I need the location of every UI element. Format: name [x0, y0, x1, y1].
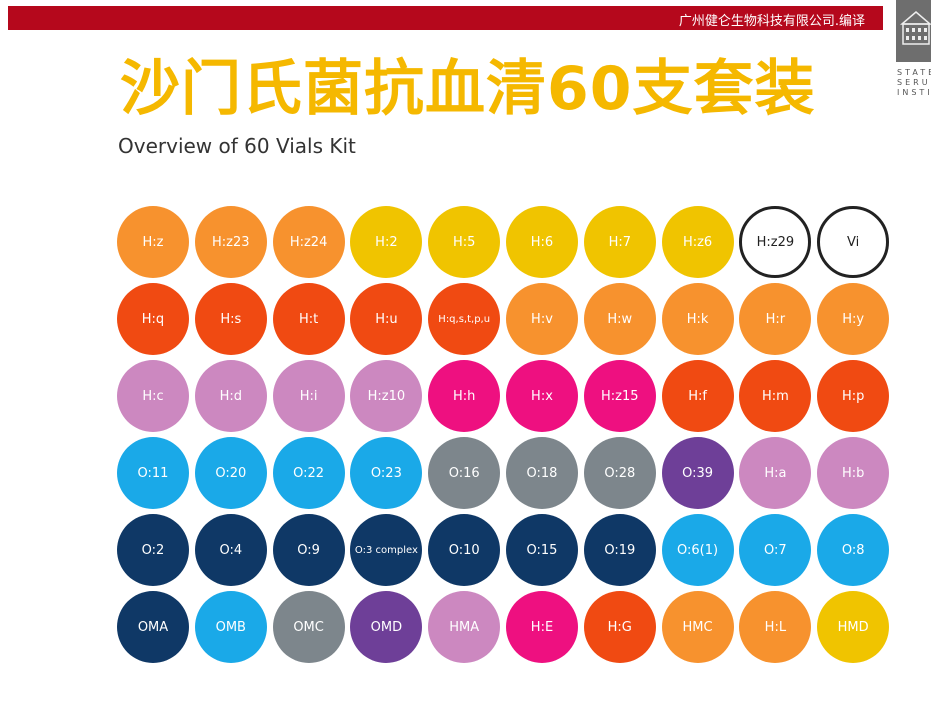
- vial-circle: OMD: [350, 591, 423, 663]
- header-bar: 广州健仑生物科技有限公司.编译: [8, 6, 883, 30]
- vial-circle: O:16: [428, 437, 501, 509]
- vial-circle: H:z: [117, 206, 189, 278]
- vial-circle: OMB: [194, 591, 267, 663]
- vial-circle: H:z6: [661, 206, 734, 278]
- vial-circle: O:28: [583, 437, 656, 509]
- page-title: 沙门氏菌抗血清60支套装: [120, 54, 816, 124]
- vial-circle: H:t: [272, 283, 345, 355]
- vial-grid: H:z H:z23 H:z24 H:2 H:5 H:6 H:7 H:z6 H:z29 Vi H:q H…: [117, 206, 890, 663]
- vial-circle: Vi: [817, 206, 890, 278]
- vial-circle: O:11: [117, 437, 189, 509]
- vial-circle: H:m: [739, 360, 812, 432]
- vial-circle: O:7: [739, 514, 812, 586]
- vial-circle: H:E: [505, 591, 578, 663]
- vial-circle: H:2: [350, 206, 423, 278]
- vial-circle: H:y: [817, 283, 890, 355]
- vial-circle: H:6: [505, 206, 578, 278]
- logo-text: STATENSSERUMINSTITUT: [897, 68, 931, 97]
- vial-circle: H:q: [117, 283, 189, 355]
- vial-circle: H:5: [428, 206, 501, 278]
- page-subtitle: Overview of 60 Vials Kit: [118, 134, 356, 158]
- vial-circle: H:s: [194, 283, 267, 355]
- vial-circle: H:i: [272, 360, 345, 432]
- vial-circle: OMC: [272, 591, 345, 663]
- vial-circle: H:b: [817, 437, 890, 509]
- vial-circle: H:c: [117, 360, 189, 432]
- building-icon: [900, 11, 931, 45]
- vial-circle: H:p: [817, 360, 890, 432]
- translator-credit: 广州健仑生物科技有限公司.编译: [678, 14, 865, 29]
- vial-circle: H:G: [583, 591, 656, 663]
- vial-circle: H:v: [505, 283, 578, 355]
- vial-circle: O:3 complex: [350, 514, 423, 586]
- vial-circle: H:7: [583, 206, 656, 278]
- vial-circle: H:z23: [194, 206, 267, 278]
- vial-circle: O:2: [117, 514, 189, 586]
- vial-circle: H:d: [194, 360, 267, 432]
- vial-circle: H:x: [505, 360, 578, 432]
- vial-circle: OMA: [117, 591, 189, 663]
- vial-circle: H:z29: [739, 206, 812, 278]
- vial-circle: O:6(1): [661, 514, 734, 586]
- vial-circle: O:39: [661, 437, 734, 509]
- vial-circle: O:9: [272, 514, 345, 586]
- vial-circle: H:w: [583, 283, 656, 355]
- vial-circle: H:r: [739, 283, 812, 355]
- vial-circle: H:u: [350, 283, 423, 355]
- vial-circle: H:z10: [350, 360, 423, 432]
- vial-circle: H:f: [661, 360, 734, 432]
- vial-circle: H:h: [428, 360, 501, 432]
- vial-circle: HMA: [428, 591, 501, 663]
- vial-circle: H:q,s,t,p,u: [428, 283, 501, 355]
- vial-circle: O:15: [505, 514, 578, 586]
- institute-logo: [896, 0, 931, 62]
- vial-circle: O:8: [817, 514, 890, 586]
- vial-circle: O:20: [194, 437, 267, 509]
- vial-circle: HMC: [661, 591, 734, 663]
- vial-circle: H:z15: [583, 360, 656, 432]
- vial-circle: O:22: [272, 437, 345, 509]
- vial-circle: H:z24: [272, 206, 345, 278]
- vial-circle: O:10: [428, 514, 501, 586]
- vial-circle: H:a: [739, 437, 812, 509]
- vial-circle: O:4: [194, 514, 267, 586]
- vial-circle: O:23: [350, 437, 423, 509]
- vial-circle: HMD: [817, 591, 890, 663]
- vial-circle: H:k: [661, 283, 734, 355]
- vial-circle: O:18: [505, 437, 578, 509]
- vial-circle: H:L: [739, 591, 812, 663]
- vial-circle: O:19: [583, 514, 656, 586]
